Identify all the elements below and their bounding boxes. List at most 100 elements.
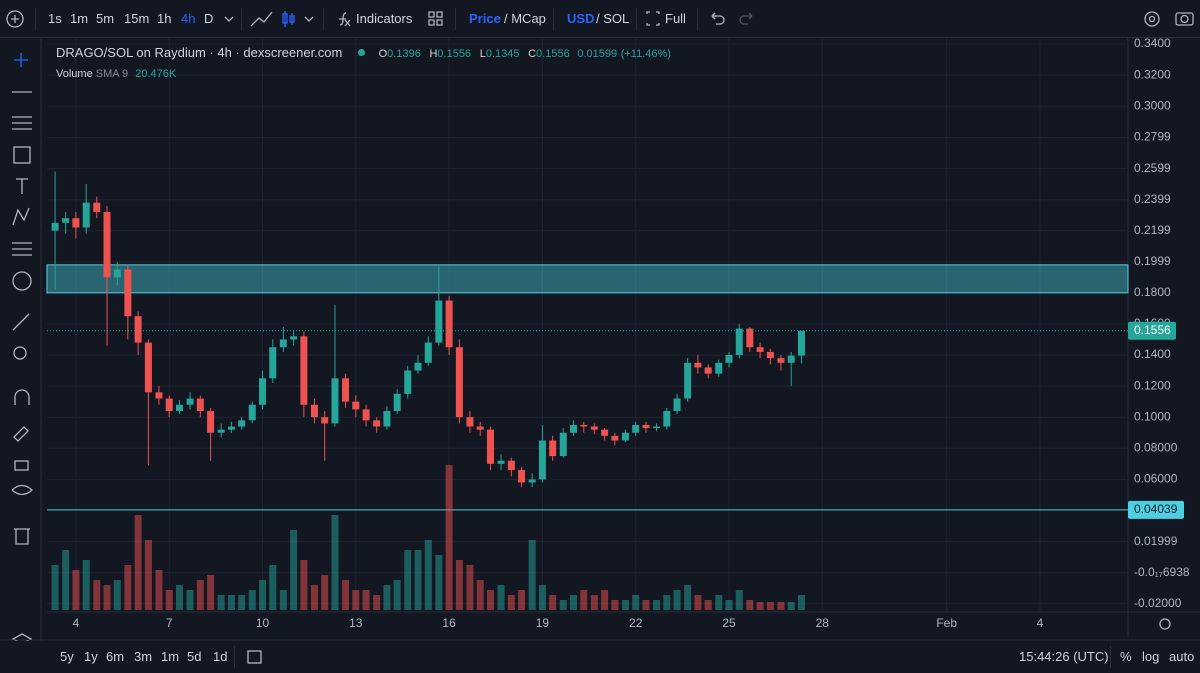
- candle-body: [704, 367, 712, 374]
- volume-bar: [103, 585, 111, 610]
- volume-bar: [331, 515, 339, 610]
- volume-bar: [207, 575, 215, 610]
- trash-icon[interactable]: [14, 528, 30, 545]
- volume-bar: [538, 585, 546, 610]
- volume-bar: [134, 515, 142, 610]
- chart-style-icon[interactable]: [250, 11, 273, 27]
- add-symbol-icon[interactable]: [11, 15, 19, 23]
- volume-bar: [766, 602, 774, 610]
- settings-icon[interactable]: [1148, 15, 1156, 23]
- percent-toggle[interactable]: %: [1120, 649, 1132, 664]
- crosshair-icon[interactable]: [14, 53, 28, 67]
- volume-bar: [175, 585, 183, 610]
- range-button[interactable]: 3m: [134, 649, 153, 664]
- separator: [455, 8, 456, 30]
- candle-body: [528, 479, 536, 483]
- log-toggle[interactable]: log: [1142, 649, 1160, 664]
- usd-toggle[interactable]: USD: [567, 11, 595, 26]
- prediction-tool-icon[interactable]: [12, 242, 32, 256]
- y-tick-label: 0.2199: [1134, 223, 1171, 237]
- volume-bar: [673, 590, 681, 610]
- candle-body: [684, 362, 692, 399]
- range-button[interactable]: 1m: [161, 649, 180, 664]
- candle-body: [435, 300, 443, 343]
- text-tool-icon[interactable]: [16, 178, 28, 194]
- volume-bar: [227, 595, 235, 610]
- volume-bar: [259, 580, 267, 610]
- lock-draw-icon[interactable]: [13, 426, 29, 442]
- candle-body: [186, 398, 194, 405]
- shape-tool-icon[interactable]: [13, 146, 31, 164]
- ohlc-value: 0.1396: [387, 48, 421, 60]
- hline-badge: [1128, 500, 1184, 519]
- interval-button[interactable]: 15m: [124, 11, 150, 26]
- interval-button[interactable]: D: [204, 11, 214, 26]
- interval-button[interactable]: 1h: [157, 11, 172, 26]
- screenshot-icon[interactable]: [1175, 12, 1194, 26]
- candle-body: [331, 378, 339, 424]
- last-price-badge: [1128, 321, 1176, 340]
- volume-bar: [559, 600, 567, 610]
- candle-body: [538, 440, 546, 480]
- volume-legend: Volume SMA 9 20.476K: [56, 68, 176, 80]
- volume-bar: [715, 595, 723, 610]
- interval-button[interactable]: 4h: [181, 11, 196, 26]
- fx-icon[interactable]: [339, 12, 351, 27]
- range-button[interactable]: 1y: [84, 649, 98, 664]
- range-button[interactable]: 1d: [213, 649, 228, 664]
- ruler-icon[interactable]: [12, 313, 30, 331]
- fib-tool-icon[interactable]: [12, 116, 32, 130]
- range-button[interactable]: 6m: [106, 649, 125, 664]
- candle-body: [62, 218, 70, 223]
- candle-body: [279, 339, 287, 348]
- volume-bar: [373, 595, 381, 610]
- templates-icon[interactable]: [428, 11, 443, 26]
- full-button[interactable]: Full: [665, 11, 686, 26]
- interval-button[interactable]: 5m: [96, 11, 115, 26]
- auto-toggle[interactable]: auto: [1169, 649, 1195, 664]
- dropdown-icon[interactable]: [304, 16, 314, 22]
- candle-body: [766, 351, 774, 359]
- dropdown-icon[interactable]: [224, 16, 234, 22]
- zoom-icon[interactable]: [13, 346, 27, 360]
- tool-icons: [11, 53, 1171, 645]
- screenshot-icon[interactable]: [1180, 14, 1189, 24]
- settings-icon[interactable]: [1144, 11, 1160, 27]
- range-button[interactable]: 5y: [60, 649, 74, 664]
- interval-button[interactable]: 1s: [48, 11, 62, 26]
- eye-icon[interactable]: [11, 484, 33, 496]
- axis-settings-icon[interactable]: [1159, 618, 1171, 630]
- lock-icon[interactable]: [14, 460, 29, 471]
- volume-bar: [653, 600, 661, 610]
- sma-value: 20.476K: [135, 68, 177, 80]
- volume-bar: [528, 540, 536, 610]
- magnet-icon[interactable]: [14, 389, 30, 405]
- sol-toggle[interactable]: / SOL: [596, 11, 630, 26]
- volume-bar: [455, 560, 463, 610]
- indicators-button[interactable]: Indicators: [356, 11, 413, 26]
- add-symbol-icon[interactable]: [6, 10, 24, 28]
- candle-body: [632, 424, 640, 433]
- y-tick-label: 0.2599: [1134, 161, 1171, 175]
- volume-bar: [663, 595, 671, 610]
- range-button[interactable]: 5d: [187, 649, 202, 664]
- candle-body: [559, 432, 567, 457]
- fullscreen-icon[interactable]: [646, 11, 660, 26]
- date-range-icon[interactable]: [245, 647, 265, 667]
- volume-bar: [51, 565, 59, 610]
- candle-body: [217, 429, 225, 433]
- y-tick-label: -0.0₁₇6938: [1134, 565, 1190, 579]
- emoji-icon[interactable]: [12, 271, 32, 291]
- left-toolbar: [0, 38, 40, 673]
- interval-button[interactable]: 1m: [70, 11, 89, 26]
- volume-bar: [155, 570, 163, 610]
- mcap-toggle[interactable]: / MCap: [504, 11, 546, 26]
- candle-body: [238, 420, 246, 427]
- price-toggle[interactable]: Price: [469, 11, 501, 26]
- volume-bar: [196, 580, 204, 610]
- pattern-tool-icon[interactable]: [12, 207, 30, 226]
- x-tick-label: 22: [629, 616, 643, 630]
- candle-style-icon[interactable]: [282, 11, 295, 27]
- undo-icon[interactable]: [711, 12, 725, 25]
- candle-body: [642, 424, 650, 429]
